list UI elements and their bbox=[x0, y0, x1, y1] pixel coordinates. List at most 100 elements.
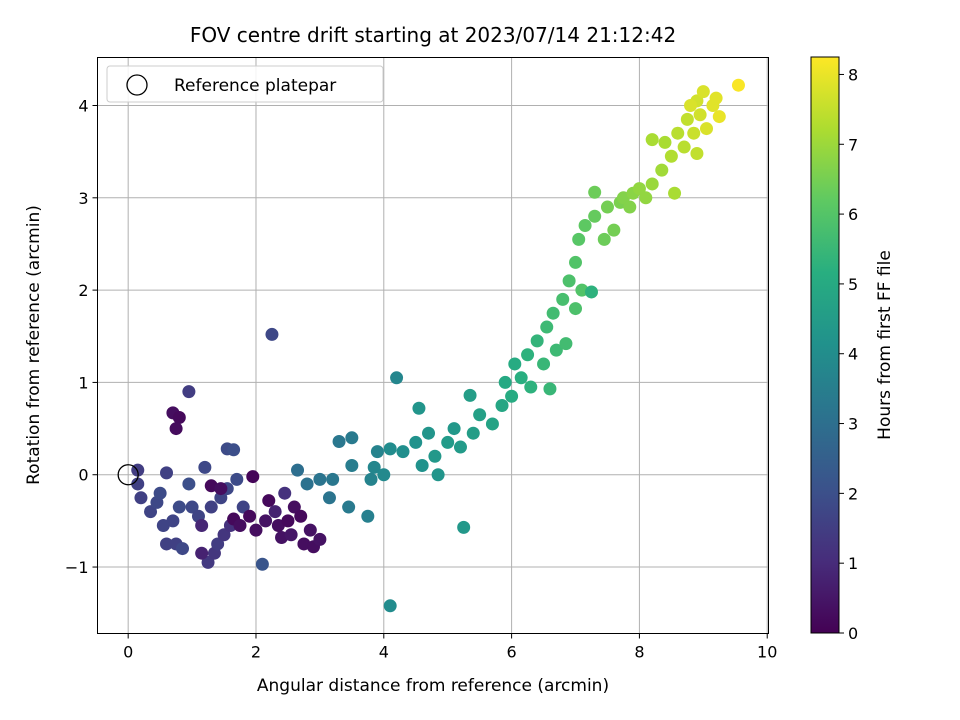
data-point bbox=[322, 491, 336, 505]
data-point bbox=[495, 399, 509, 412]
data-point bbox=[265, 327, 279, 341]
data-point bbox=[166, 514, 180, 528]
data-point bbox=[431, 468, 445, 482]
reference-platepar-marker bbox=[117, 464, 139, 486]
x-tick-label: 4 bbox=[379, 643, 389, 662]
data-point bbox=[540, 320, 554, 334]
colorbar-tick-label: 1 bbox=[848, 554, 858, 573]
data-point bbox=[537, 357, 551, 371]
y-tick-label: 3 bbox=[78, 189, 88, 208]
data-point bbox=[530, 334, 544, 348]
data-point bbox=[182, 385, 196, 399]
data-point bbox=[255, 557, 269, 571]
scatter-points bbox=[131, 78, 745, 613]
colorbar-tick-label: 6 bbox=[848, 205, 858, 224]
data-point bbox=[195, 546, 209, 560]
y-tick-label: −1 bbox=[65, 558, 89, 577]
data-point bbox=[160, 466, 174, 480]
data-point bbox=[466, 426, 480, 440]
colorbar-label: Hours from first FF file bbox=[875, 250, 895, 440]
data-point bbox=[588, 185, 602, 199]
x-tick-label: 6 bbox=[507, 643, 517, 662]
data-point bbox=[396, 445, 410, 459]
data-point bbox=[313, 532, 327, 546]
data-point bbox=[578, 219, 592, 232]
data-point bbox=[370, 445, 384, 459]
y-tick-label: 4 bbox=[78, 97, 88, 116]
data-point bbox=[655, 163, 669, 177]
data-point bbox=[549, 343, 563, 357]
data-point bbox=[278, 486, 292, 500]
data-point bbox=[204, 500, 218, 514]
data-point bbox=[690, 147, 704, 160]
data-point bbox=[198, 460, 212, 474]
legend: Reference platepar bbox=[106, 65, 384, 103]
data-point bbox=[284, 528, 298, 542]
data-point bbox=[364, 472, 378, 486]
data-point bbox=[505, 389, 519, 403]
data-point bbox=[182, 477, 196, 491]
data-point bbox=[543, 382, 557, 396]
colorbar-tick-label: 7 bbox=[848, 135, 858, 154]
data-point bbox=[731, 78, 745, 92]
legend-box bbox=[106, 65, 384, 103]
data-point bbox=[671, 126, 685, 140]
colorbar: 0 1 2 3 4 5 6 7 8 Hours from first FF file bbox=[810, 56, 895, 643]
data-point bbox=[287, 500, 301, 514]
data-point bbox=[473, 408, 487, 422]
data-point bbox=[185, 500, 199, 514]
data-point bbox=[441, 435, 455, 449]
data-point bbox=[677, 140, 691, 154]
data-point bbox=[367, 460, 381, 474]
chart-title: FOV centre drift starting at 2023/07/14 … bbox=[190, 23, 676, 47]
data-point bbox=[668, 186, 682, 200]
data-point bbox=[680, 112, 694, 126]
data-point bbox=[326, 472, 340, 486]
data-point bbox=[131, 477, 145, 491]
data-point bbox=[693, 108, 707, 122]
data-point bbox=[521, 348, 535, 362]
data-point bbox=[291, 463, 305, 477]
data-point bbox=[485, 417, 499, 431]
data-point bbox=[700, 122, 714, 136]
data-point bbox=[169, 422, 183, 436]
data-point bbox=[294, 509, 308, 523]
data-point bbox=[457, 520, 471, 534]
data-point bbox=[412, 401, 426, 415]
colorbar-tick-label: 0 bbox=[848, 624, 858, 643]
data-point bbox=[546, 306, 560, 320]
data-point bbox=[259, 514, 273, 528]
legend-marker-open-circle bbox=[126, 74, 148, 96]
y-axis-ticks: −1 0 1 2 3 4 bbox=[65, 97, 98, 577]
data-point bbox=[447, 422, 461, 436]
data-point bbox=[415, 459, 429, 472]
data-point bbox=[246, 470, 260, 484]
data-point bbox=[377, 468, 391, 482]
colorbar-tick-label: 3 bbox=[848, 415, 858, 434]
data-point bbox=[390, 371, 404, 385]
data-point bbox=[361, 509, 375, 523]
data-point bbox=[572, 232, 586, 246]
colorbar-tick-label: 2 bbox=[848, 484, 858, 503]
data-point bbox=[623, 200, 637, 214]
data-point bbox=[153, 486, 167, 500]
plot-frame bbox=[97, 57, 769, 634]
data-point bbox=[463, 388, 477, 402]
data-point bbox=[696, 85, 710, 99]
data-point bbox=[453, 440, 467, 454]
data-point bbox=[217, 528, 231, 542]
data-point bbox=[498, 375, 512, 389]
data-point bbox=[230, 472, 244, 486]
data-point bbox=[313, 472, 327, 486]
data-point bbox=[201, 555, 215, 569]
data-point bbox=[559, 337, 573, 351]
data-point bbox=[562, 274, 576, 288]
data-point bbox=[227, 443, 241, 457]
data-point bbox=[687, 126, 701, 140]
colorbar-tick-label: 4 bbox=[848, 345, 858, 364]
colorbar-tick-label: 5 bbox=[848, 275, 858, 294]
legend-entry-reference-platepar: Reference platepar bbox=[174, 76, 336, 96]
data-point bbox=[588, 209, 602, 223]
data-point bbox=[211, 537, 225, 551]
data-point bbox=[556, 292, 570, 306]
